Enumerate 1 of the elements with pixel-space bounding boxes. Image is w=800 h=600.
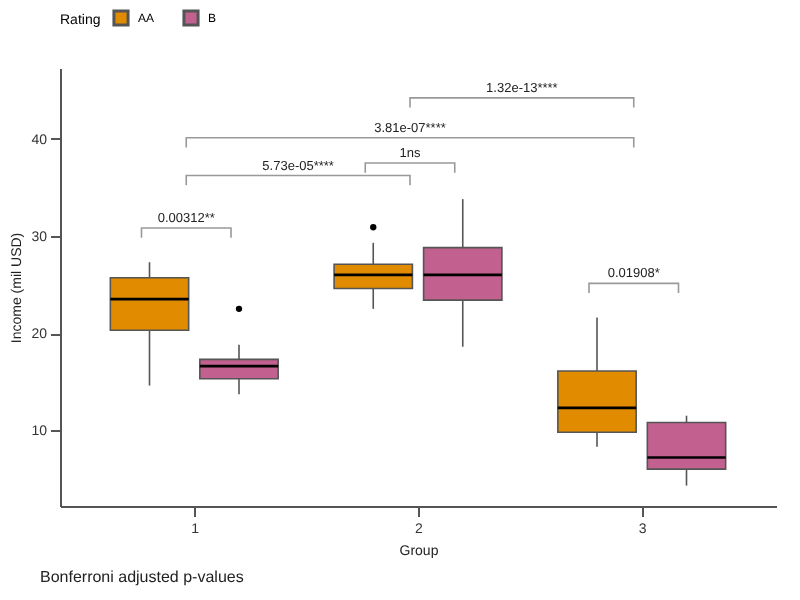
text: Bonferroni adjusted p-values xyxy=(40,568,244,586)
